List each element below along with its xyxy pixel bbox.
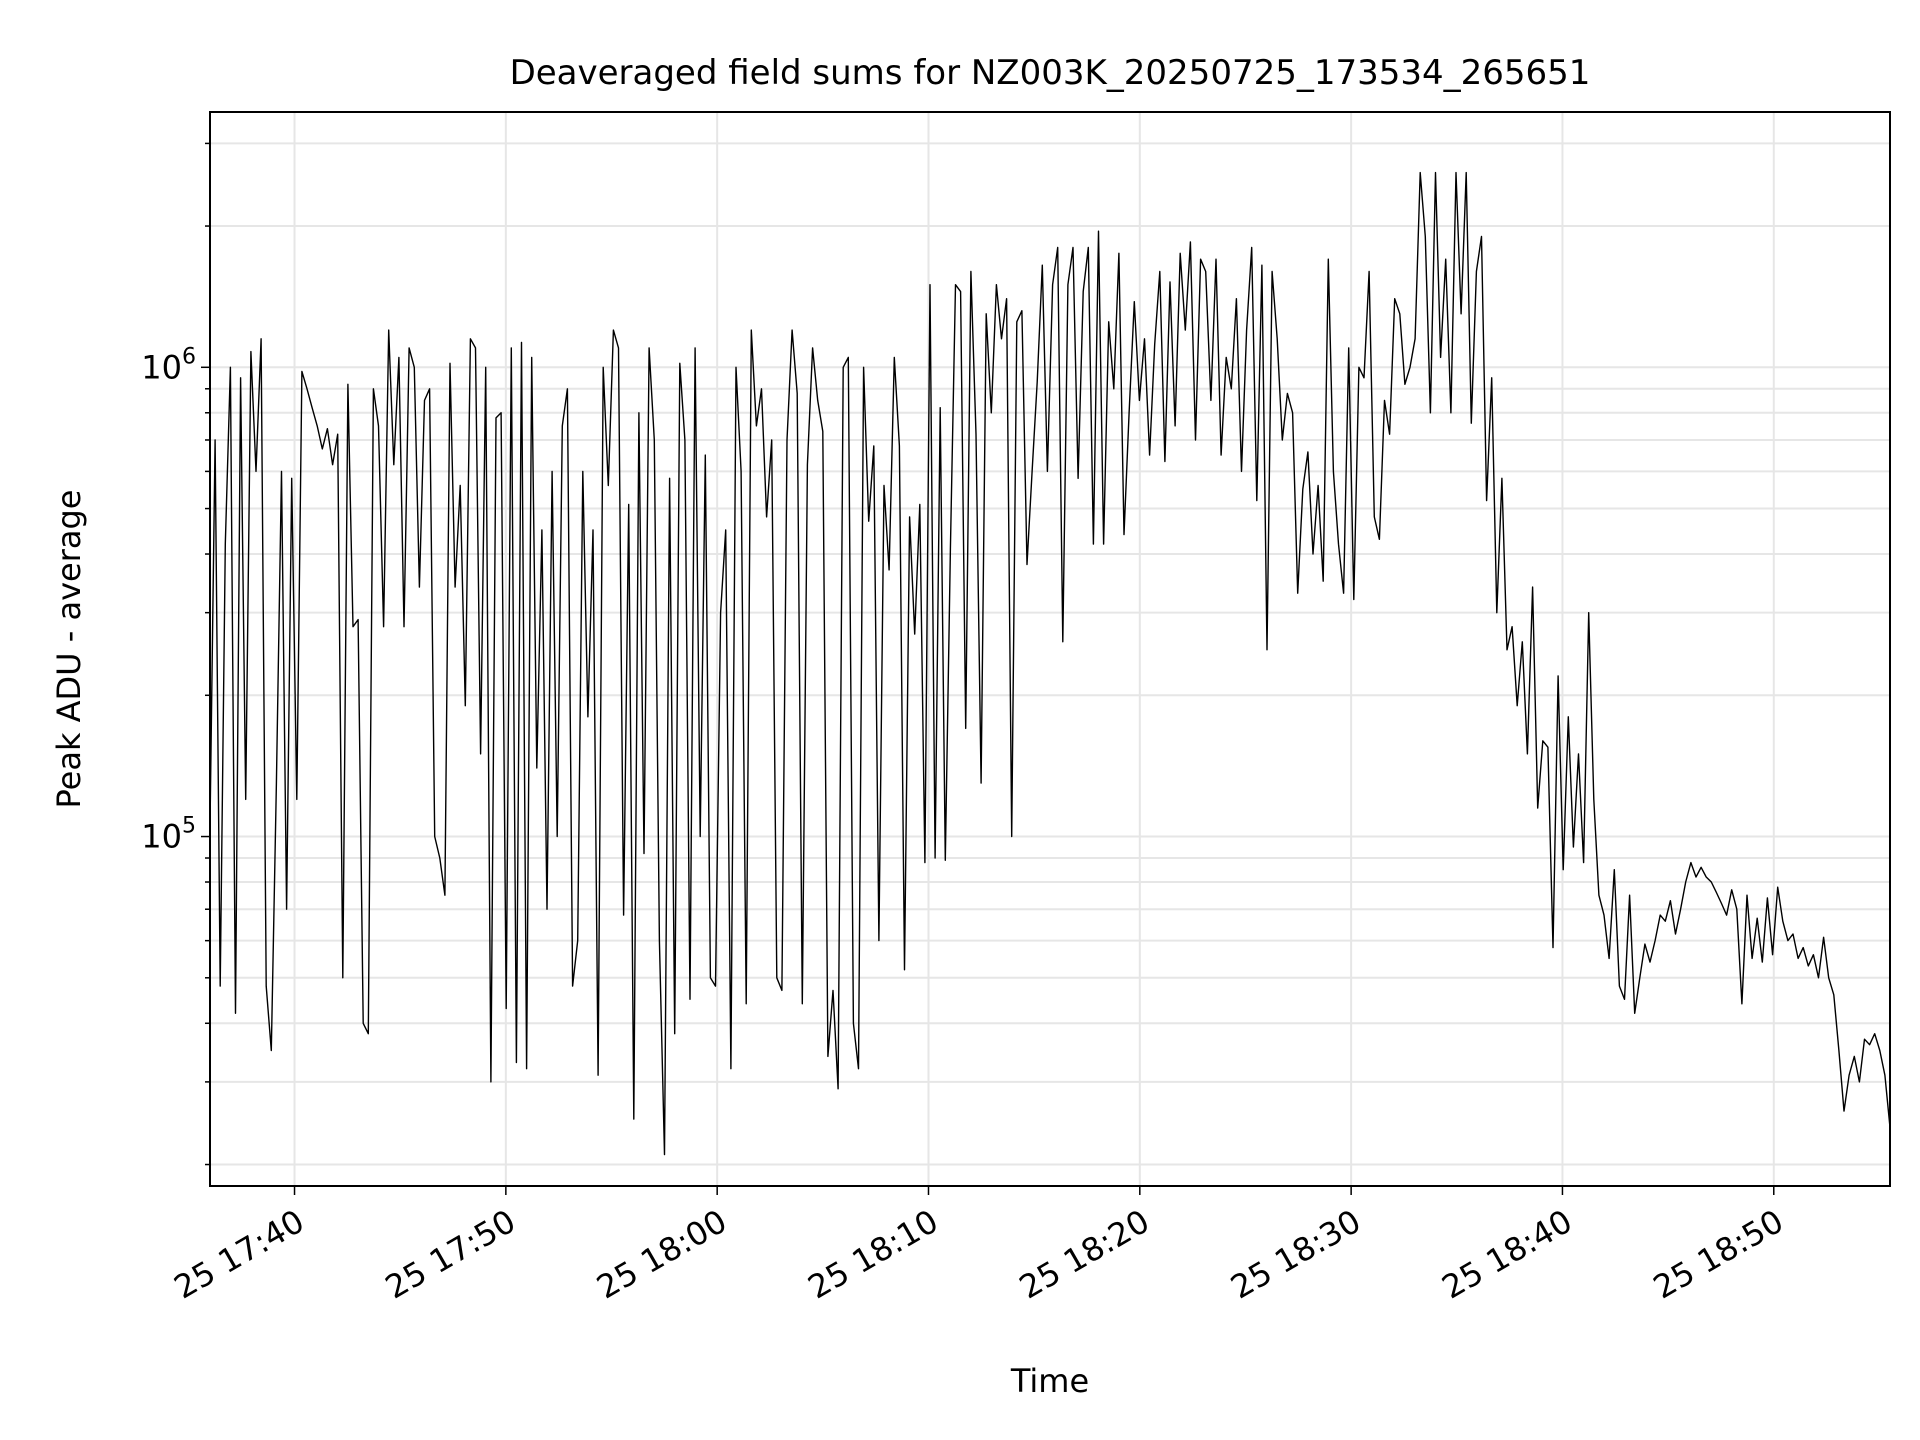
plot-area	[209, 171, 1891, 1156]
axes-frame	[209, 111, 1891, 1187]
series-line	[209, 171, 1891, 1156]
y-axis-label: Peak ADU - average	[50, 490, 88, 809]
x-axis-label: Time	[1010, 1362, 1089, 1400]
y-tick-label: 105	[141, 814, 196, 856]
y-tick-label: 106	[141, 344, 196, 386]
chart-title: Deaveraged field sums for NZ003K_2025072…	[510, 53, 1591, 93]
